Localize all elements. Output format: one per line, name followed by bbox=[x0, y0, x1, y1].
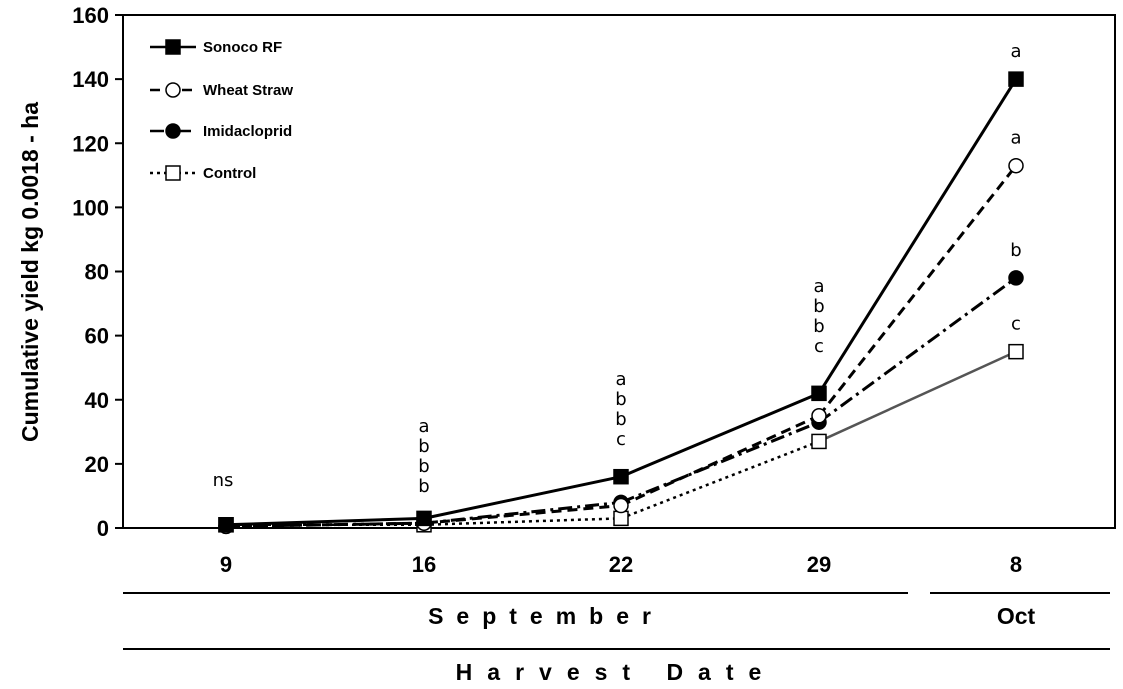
significance-letter: b bbox=[615, 409, 626, 430]
point-wheat-straw bbox=[613, 497, 629, 514]
legend-marker-imidacloprid bbox=[165, 123, 181, 139]
series-line-wheat-straw bbox=[620, 414, 820, 507]
y-tick-label: 20 bbox=[85, 452, 109, 477]
significance-letter: b bbox=[813, 316, 824, 337]
point-sonoco-rf bbox=[218, 517, 234, 533]
point-sonoco-rf bbox=[416, 510, 432, 527]
significance-letter: b bbox=[418, 476, 429, 497]
point-wheat-straw bbox=[1008, 157, 1024, 174]
x-tick-label: 8 bbox=[1010, 552, 1022, 577]
y-tick-label: 120 bbox=[72, 131, 109, 156]
legend-marker-wheat-straw bbox=[165, 82, 181, 98]
point-sonoco-rf bbox=[613, 468, 629, 485]
y-axis-label: Cumulative yield kg 0.0018 - ha bbox=[17, 102, 43, 442]
legend-label-wheat-straw: Wheat Straw bbox=[203, 82, 293, 99]
series-line-imidacloprid bbox=[818, 276, 1017, 424]
series-line-sonoco-rf bbox=[225, 516, 425, 527]
point-imidacloprid bbox=[1008, 270, 1024, 286]
legend-label-sonoco-rf: Sonoco RF bbox=[203, 39, 282, 56]
month-label-september: September bbox=[428, 603, 664, 629]
legend-label-imidacloprid: Imidacloprid bbox=[203, 123, 292, 140]
y-tick-label: 160 bbox=[72, 3, 109, 28]
legend-marker-control bbox=[165, 165, 181, 181]
month-label-oct: Oct bbox=[997, 603, 1036, 629]
series-line-sonoco-rf bbox=[423, 475, 622, 520]
y-tick-label: 0 bbox=[97, 516, 109, 541]
point-sonoco-rf bbox=[811, 385, 827, 402]
significance-letter: a bbox=[615, 369, 626, 390]
legend-marker-sonoco-rf bbox=[165, 39, 181, 55]
significance-letter: a bbox=[1010, 41, 1021, 62]
series-line-wheat-straw bbox=[423, 504, 622, 525]
legend-label-control: Control bbox=[203, 165, 256, 182]
point-wheat-straw bbox=[811, 408, 827, 424]
significance-letter: c bbox=[1011, 314, 1021, 335]
series-line-wheat-straw bbox=[817, 164, 1018, 417]
x-tick-label: 29 bbox=[807, 552, 831, 577]
x-tick-label: 22 bbox=[609, 552, 633, 577]
series-line-control bbox=[423, 517, 622, 527]
point-sonoco-rf bbox=[1008, 71, 1024, 87]
y-tick-label: 60 bbox=[85, 324, 109, 349]
significance-letter: a bbox=[813, 276, 824, 297]
significance-letter: a bbox=[418, 416, 429, 437]
series-line-control bbox=[620, 440, 820, 520]
significance-letter: b bbox=[615, 389, 626, 410]
significance-letter: c bbox=[814, 336, 824, 357]
significance-letter: b bbox=[418, 456, 429, 477]
significance-letter: c bbox=[616, 429, 626, 450]
point-control bbox=[811, 433, 827, 450]
series-line-wheat-straw bbox=[225, 521, 425, 528]
point-control bbox=[1008, 343, 1024, 360]
significance-letter: b bbox=[418, 436, 429, 457]
point-control bbox=[613, 510, 629, 527]
y-tick-label: 80 bbox=[85, 260, 109, 285]
series-line-sonoco-rf bbox=[817, 78, 1018, 395]
y-tick-label: 40 bbox=[85, 388, 109, 413]
x-tick-label: 9 bbox=[220, 552, 232, 577]
x-tick-label: 16 bbox=[412, 552, 436, 577]
significance-letter: b bbox=[813, 296, 824, 317]
significance-label-ns: ns bbox=[213, 470, 234, 491]
x-axis-label: Harvest Date bbox=[456, 659, 777, 685]
significance-letter: a bbox=[1010, 128, 1021, 149]
y-tick-label: 100 bbox=[72, 195, 109, 220]
series-line-control bbox=[818, 350, 1017, 443]
y-tick-label: 140 bbox=[72, 67, 109, 92]
series-line-sonoco-rf bbox=[620, 391, 820, 479]
significance-letter: b bbox=[1010, 240, 1021, 261]
